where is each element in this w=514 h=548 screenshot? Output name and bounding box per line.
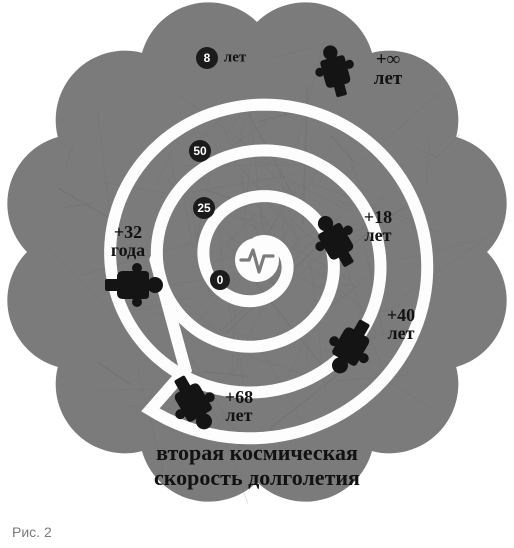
spiral-marker-value: 25 [193,201,215,215]
figure-label-line: лет [353,69,423,88]
figure-caption: Рис. 2 [12,524,52,540]
figure-label: +68лет [204,388,274,424]
top-unit-label: лет [224,50,246,67]
figure-label-line: лет [343,226,413,244]
title-block: вторая космическая скорость долголетия [17,440,497,491]
spiral-marker-value: 0 [210,273,230,287]
figure-label-line: лет [204,406,274,424]
spiral-marker-value: 8 [196,51,218,65]
figure-label: +∞лет [353,50,423,88]
figure-label-line: +32 [93,223,163,241]
figure-label-line: +40 [366,306,436,324]
figure-label-line: +18 [343,208,413,226]
title-line2: скорость долголетия [17,465,497,490]
figure-label-line: лет [366,324,436,342]
figure-label-line: +∞ [353,50,423,69]
figure-label-line: года [93,241,163,259]
figure-label: +32года [93,223,163,259]
title-line1: вторая космическая [17,440,497,465]
figure-label: +18лет [343,208,413,244]
infographic-container: лет +32года+18лет+40лет+68лет+∞лет025508… [0,0,514,548]
figure-label: +40лет [366,306,436,342]
spiral-marker-value: 50 [189,144,211,158]
figure-label-line: +68 [204,388,274,406]
